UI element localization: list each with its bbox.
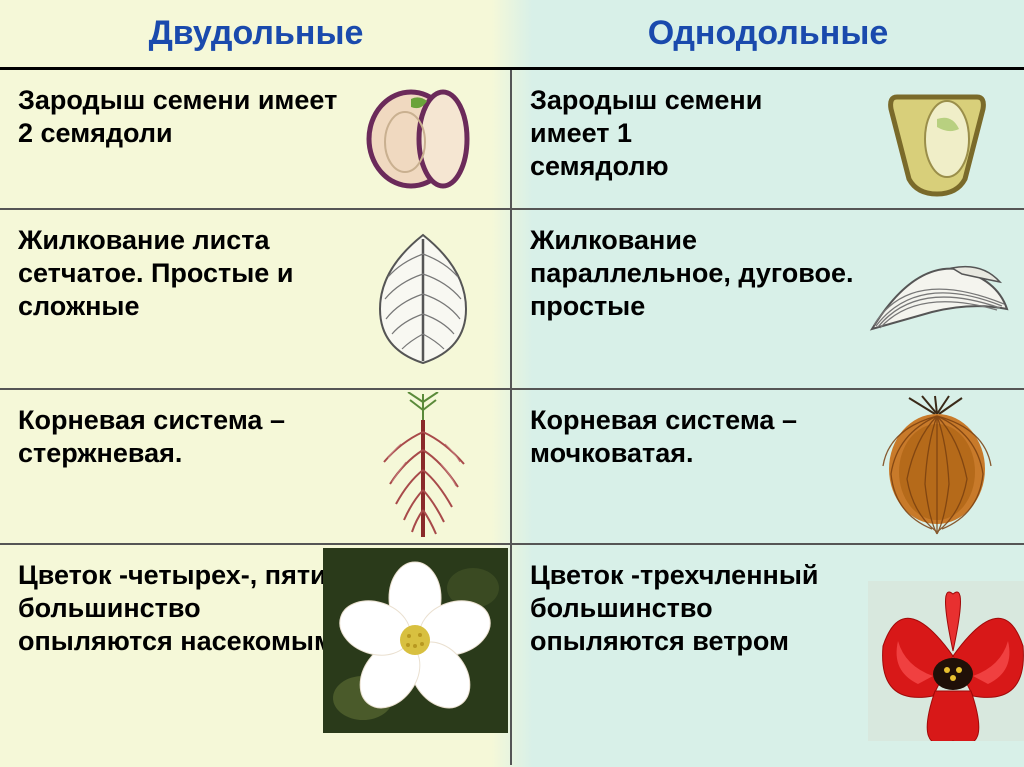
- text-seed-mono: Зародыш семени имеет 1 семядолю: [530, 84, 862, 194]
- seed-monocot-icon: [862, 84, 1012, 194]
- cell-seed-dicot: Зародыш семени имеет 2 семядоли: [0, 70, 512, 208]
- text-root-mono: Корневая система – мочковатая.: [530, 404, 862, 529]
- seed-dicot-icon: [348, 84, 498, 194]
- root-taproot-icon: [348, 404, 498, 529]
- flower-three-petal-icon: [865, 581, 1024, 741]
- header-dicot: Двудольные: [0, 0, 512, 67]
- row-root: Корневая система – стержневая.: [0, 390, 1024, 545]
- cell-root-mono: Корневая система – мочковатая.: [512, 390, 1024, 543]
- cell-seed-mono: Зародыш семени имеет 1 семядолю: [512, 70, 1024, 208]
- row-flower: Цветок -четырех-, пятичленный большинств…: [0, 545, 1024, 765]
- row-seed: Зародыш семени имеет 2 семядоли Зародыш …: [0, 70, 1024, 210]
- text-leaf-dicot: Жилкование листа сетчатое. Простые и сло…: [18, 224, 348, 374]
- flower-five-petal-icon: [320, 548, 510, 733]
- text-seed-dicot: Зародыш семени имеет 2 семядоли: [18, 84, 348, 194]
- cell-leaf-mono: Жилкование параллельное, дуговое. просты…: [512, 210, 1024, 388]
- header-row: Двудольные Однодольные: [0, 0, 1024, 70]
- cell-leaf-dicot: Жилкование листа сетчатое. Простые и сло…: [0, 210, 512, 388]
- leaf-reticulate-icon: [348, 224, 498, 374]
- comparison-slide: Двудольные Однодольные Зародыш семени им…: [0, 0, 1024, 767]
- cell-flower-mono: Цветок -трехчленный большинство опыляютс…: [512, 545, 1024, 765]
- cell-flower-dicot: Цветок -четырех-, пятичленный большинств…: [0, 545, 512, 765]
- text-leaf-mono: Жилкование параллельное, дуговое. просты…: [530, 224, 862, 374]
- leaf-parallel-icon: [862, 224, 1012, 374]
- root-fibrous-icon: [862, 404, 1012, 529]
- row-leaf: Жилкование листа сетчатое. Простые и сло…: [0, 210, 1024, 390]
- header-monocot: Однодольные: [512, 0, 1024, 67]
- text-root-dicot: Корневая система – стержневая.: [18, 404, 348, 529]
- cell-root-dicot: Корневая система – стержневая.: [0, 390, 512, 543]
